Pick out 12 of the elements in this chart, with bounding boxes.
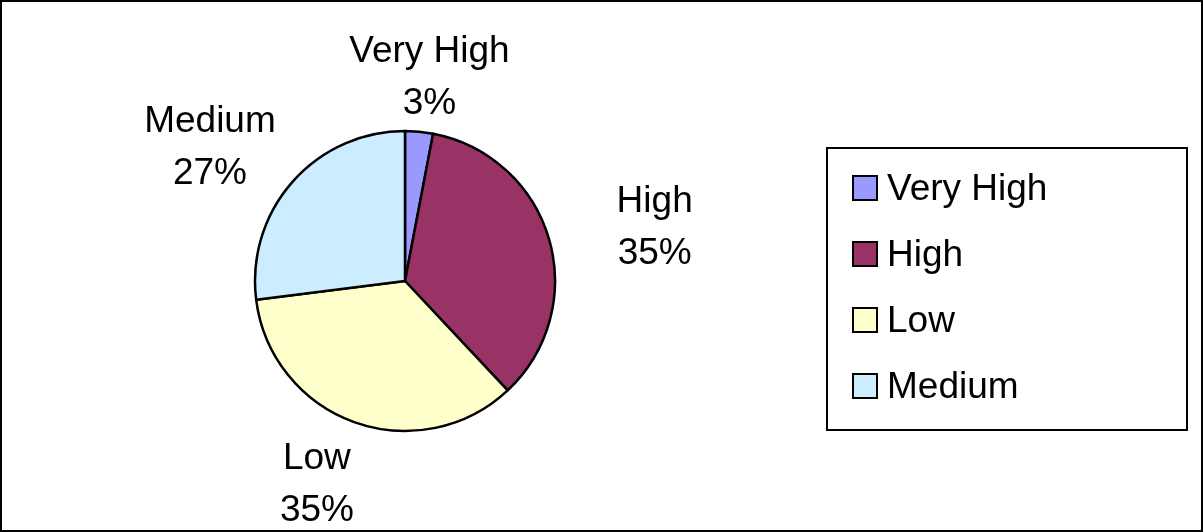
data-label: 35% xyxy=(617,231,692,273)
data-label: 3% xyxy=(402,80,457,122)
slice-label: Low xyxy=(282,435,352,477)
data-label: 35% xyxy=(279,487,354,529)
data-label: 27% xyxy=(172,151,247,193)
legend-label: Very High xyxy=(887,167,1048,208)
legend-label: Low xyxy=(887,299,956,340)
slice-label: High xyxy=(616,179,693,221)
legend-label: High xyxy=(887,233,964,274)
legend-label: Medium xyxy=(887,365,1019,406)
slice-label: Medium xyxy=(144,99,276,141)
slice-label: Very High xyxy=(349,28,510,70)
